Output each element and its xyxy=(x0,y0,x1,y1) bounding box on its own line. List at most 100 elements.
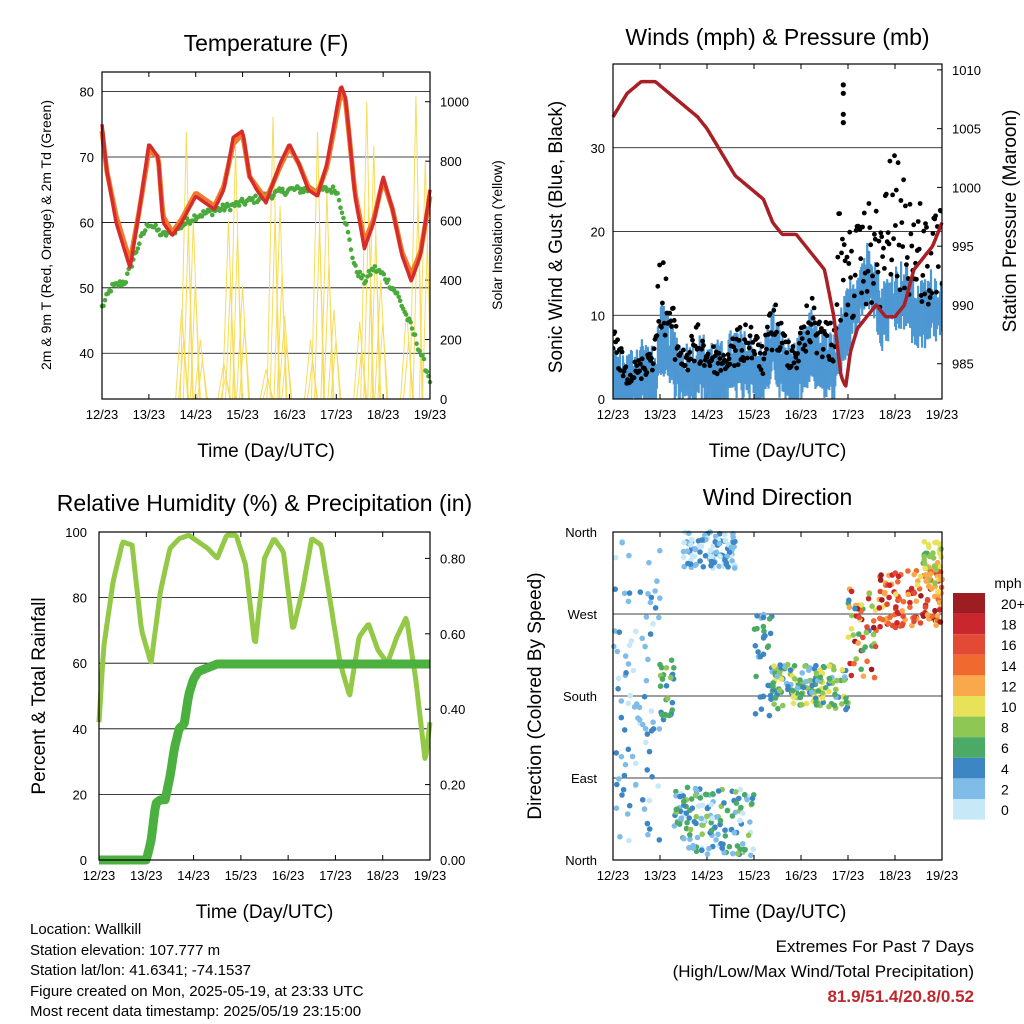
direction-point xyxy=(932,580,938,586)
gust-point xyxy=(673,323,679,329)
gust-point xyxy=(699,346,704,352)
direction-point xyxy=(699,802,706,809)
direction-point xyxy=(905,568,911,574)
humidity-line xyxy=(96,532,433,761)
gust-point xyxy=(736,338,742,343)
direction-point xyxy=(790,694,797,700)
gust-point xyxy=(842,258,848,264)
direction-point xyxy=(620,786,627,793)
direction-point xyxy=(917,620,924,626)
direction-point xyxy=(627,692,633,699)
gust-point xyxy=(824,333,830,338)
dewpoint-point xyxy=(344,222,349,227)
gust-point xyxy=(714,371,720,377)
dewpoint-point xyxy=(239,196,245,202)
direction-point xyxy=(791,663,798,669)
gust-point xyxy=(747,333,753,339)
gust-point xyxy=(793,354,799,360)
extremes-subtitle: (High/Low/Max Wind/Total Precipitation) xyxy=(672,962,974,981)
dewpoint-point xyxy=(199,214,205,219)
direction-point xyxy=(744,796,750,803)
direction-point xyxy=(924,596,931,603)
direction-point xyxy=(681,835,687,842)
extremes-box: Extremes For Past 7 Days (High/Low/Max W… xyxy=(673,934,974,1009)
direction-point xyxy=(758,706,765,712)
gust-point xyxy=(672,357,678,362)
gust-point xyxy=(660,260,666,266)
direction-point xyxy=(629,753,636,760)
gust-point xyxy=(771,307,777,313)
gust-point xyxy=(933,213,938,219)
direction-point xyxy=(869,603,875,609)
direction-point xyxy=(683,810,690,816)
gust-point xyxy=(726,356,732,362)
x-axis-label: Time (Day/UTC) xyxy=(709,902,847,923)
y2-tick-label: 200 xyxy=(440,333,462,348)
direction-point xyxy=(913,598,920,604)
gust-point xyxy=(870,273,875,279)
gust-point xyxy=(920,273,926,278)
direction-point xyxy=(885,620,892,627)
gust-point xyxy=(799,336,805,341)
gust-point xyxy=(873,208,879,214)
dewpoint-point xyxy=(408,319,413,325)
direction-point xyxy=(776,687,783,694)
direction-point xyxy=(641,693,648,700)
direction-point xyxy=(643,614,650,620)
direction-point xyxy=(646,797,653,804)
direction-point xyxy=(761,628,767,634)
direction-point xyxy=(697,795,704,801)
direction-point xyxy=(894,609,901,616)
gust-point xyxy=(918,293,924,298)
gust-point xyxy=(782,333,788,338)
dewpoint-point xyxy=(339,210,345,215)
x-tick-label: 12/23 xyxy=(597,407,630,422)
y-tick-label: South xyxy=(563,689,597,704)
dewpoint-point xyxy=(236,203,242,208)
direction-point xyxy=(626,642,633,649)
legend-swatch xyxy=(953,778,985,799)
direction-point xyxy=(856,614,862,621)
direction-point xyxy=(639,635,645,642)
direction-point xyxy=(633,628,639,635)
direction-point xyxy=(790,700,797,706)
legend-title: mph xyxy=(994,575,1021,591)
direction-point xyxy=(676,821,683,827)
direction-point xyxy=(712,539,718,545)
y-tick-label: 0 xyxy=(598,392,605,407)
x-tick-label: 18/23 xyxy=(879,407,912,422)
direction-point xyxy=(715,788,722,794)
x-tick-label: 17/23 xyxy=(832,868,865,883)
plot-frame xyxy=(612,531,943,861)
gust-point xyxy=(828,320,833,326)
direction-point xyxy=(870,618,877,624)
direction-point xyxy=(792,676,798,682)
direction-point xyxy=(659,711,665,718)
direction-point xyxy=(618,714,625,721)
gust-point xyxy=(868,242,874,248)
direction-point xyxy=(893,591,899,597)
direction-point xyxy=(877,615,883,622)
direction-point xyxy=(625,661,632,667)
direction-point xyxy=(692,792,699,799)
x-tick-label: 13/23 xyxy=(133,407,166,422)
y2-axis-label: Station Pressure (Maroon) xyxy=(1000,110,1021,333)
direction-point xyxy=(681,563,687,570)
station-latlon: Station lat/lon: 41.6341; -74.1537 xyxy=(30,962,252,979)
precip-line xyxy=(95,659,434,865)
direction-point xyxy=(785,686,791,693)
pressure-line xyxy=(611,79,944,388)
direction-point xyxy=(633,781,639,788)
direction-point xyxy=(921,553,927,560)
direction-point xyxy=(621,590,628,597)
direction-point xyxy=(839,701,845,707)
dewpoint-point xyxy=(368,272,373,278)
y-axis-label: Percent & Total Rainfall xyxy=(29,597,50,794)
chart-title: Wind Direction xyxy=(703,484,853,510)
direction-point xyxy=(702,553,709,559)
y2-tick-label: 0 xyxy=(440,392,447,407)
gust-point xyxy=(786,339,791,345)
direction-point xyxy=(868,666,875,673)
direction-point xyxy=(722,531,728,538)
solar-spike xyxy=(281,344,293,399)
